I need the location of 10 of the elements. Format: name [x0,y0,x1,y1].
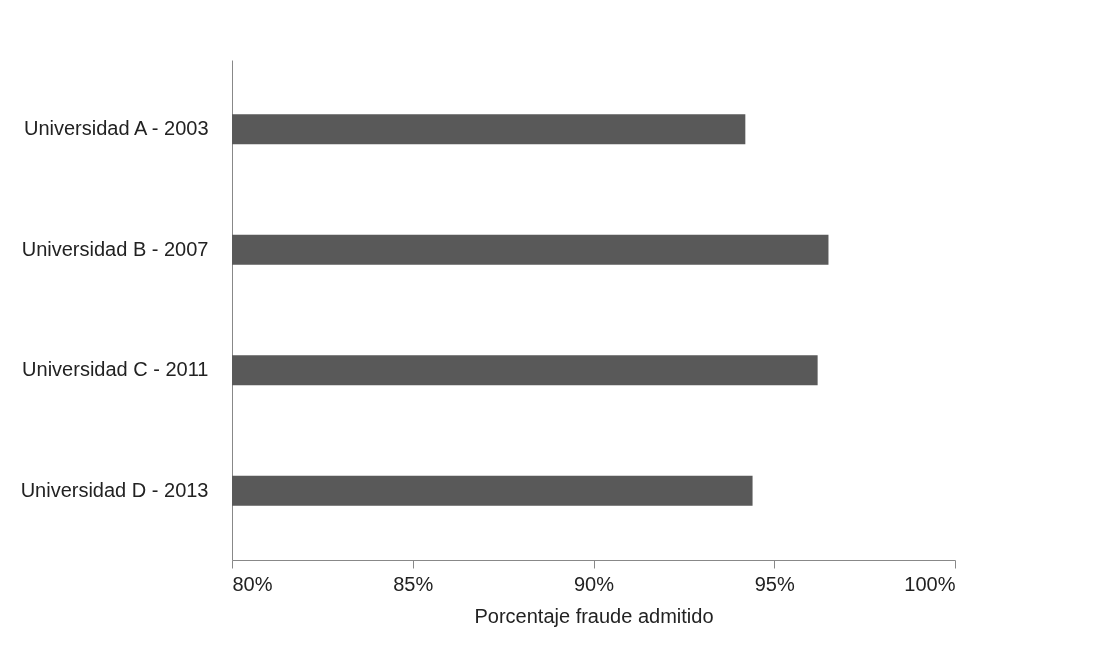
y-tick-label: Universidad B - 2007 [21,237,209,260]
y-tick-label: Universidad D - 2013 [20,478,209,501]
x-tick-label: 80% [232,572,273,595]
x-tick-label: 90% [573,572,615,595]
x-axis-title: Porcentaje fraude admitido [474,604,714,627]
y-tick-label: Universidad C - 2011 [22,358,209,381]
x-tick-label: 100% [904,572,956,595]
y-tick-label: Universidad A - 2003 [23,117,209,140]
x-tick-label: 85% [393,572,434,595]
x-tick-label: 95% [754,572,795,595]
